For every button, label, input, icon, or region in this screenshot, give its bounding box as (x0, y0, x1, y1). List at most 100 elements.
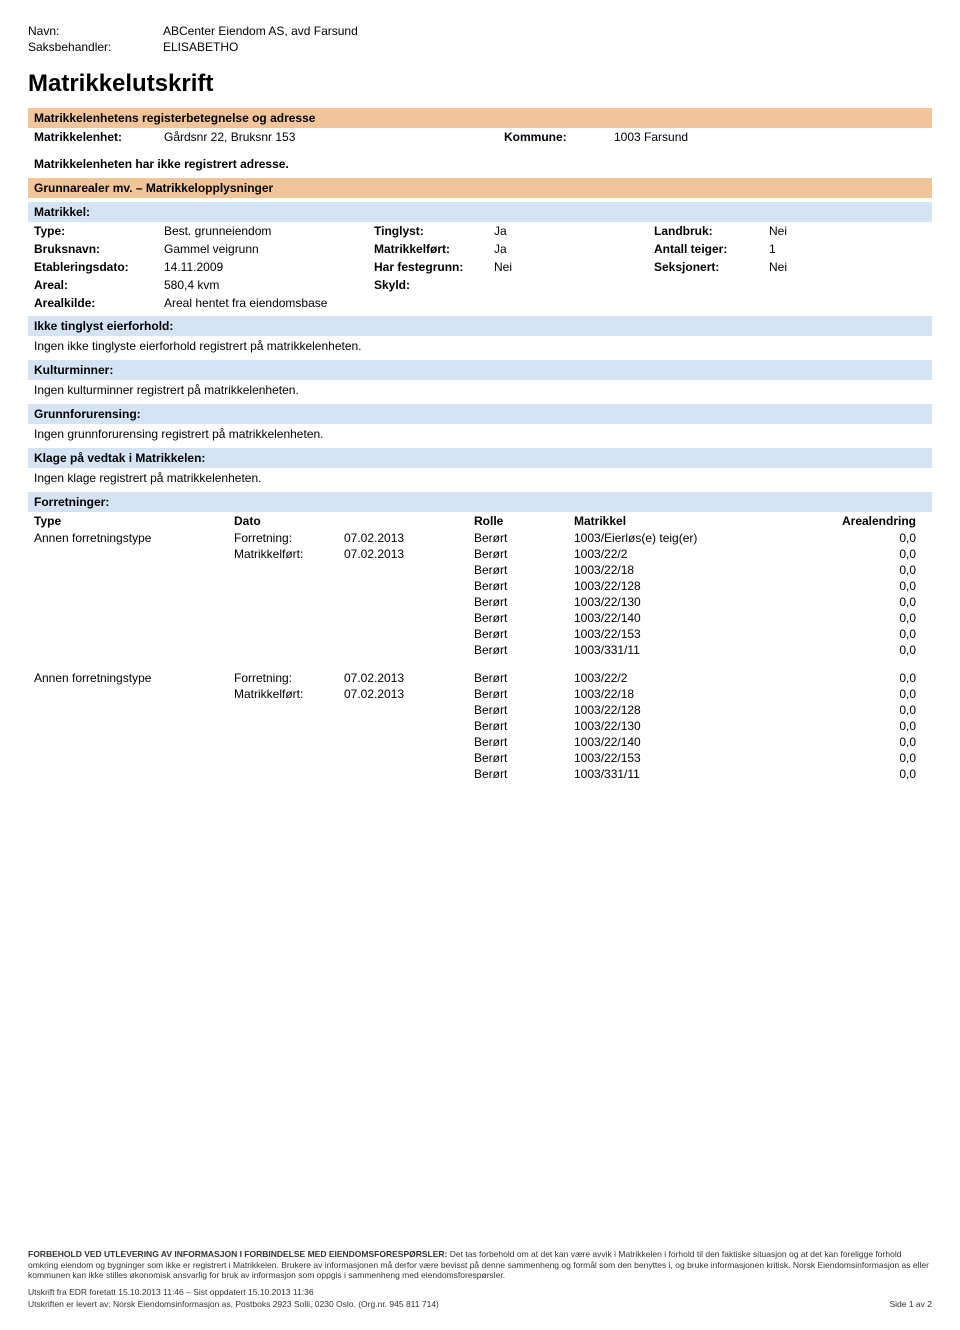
band-grunnarealer: Grunnarealer mv. – Matrikkelopplysninger (28, 178, 932, 198)
grunn-val: Best. grunneiendom (164, 224, 374, 238)
cell-dato-value: 07.02.2013 (344, 531, 404, 545)
section-title: Grunnforurensing: (28, 404, 932, 424)
cell-rolle: Berørt (474, 643, 574, 657)
grunn-val: Gammel veigrunn (164, 242, 374, 256)
col-areal: Arealendring (804, 514, 926, 528)
cell-dato-label: Forretning: (234, 671, 344, 685)
grunn-lbl: Landbruk: (654, 224, 769, 238)
grunn-lbl: Bruksnavn: (34, 242, 164, 256)
footer-meta2: Utskriften er levert av: Norsk Eiendomsi… (28, 1299, 439, 1310)
grunn-lbl (654, 296, 769, 310)
table-row: Berørt1003/22/1530,0 (28, 750, 932, 766)
grunn-lbl: Arealkilde: (34, 296, 164, 310)
sections-container: Ikke tinglyst eierforhold:Ingen ikke tin… (28, 316, 932, 488)
grunn-val (494, 296, 654, 310)
cell-rolle: Berørt (474, 595, 574, 609)
section-title: Klage på vedtak i Matrikkelen: (28, 448, 932, 468)
no-address-text: Matrikkelenheten har ikke registrert adr… (28, 154, 932, 174)
section-title: Kulturminner: (28, 360, 932, 380)
table-row: Berørt1003/22/1280,0 (28, 702, 932, 718)
section-body: Ingen kulturminner registrert på matrikk… (28, 380, 932, 400)
kommune-value: 1003 Farsund (614, 130, 926, 144)
grunn-row: Type:Best. grunneiendomTinglyst:JaLandbr… (28, 222, 932, 240)
cell-type (34, 563, 234, 577)
cell-rolle: Berørt (474, 751, 574, 765)
cell-dato-label (234, 719, 344, 733)
navn-value: ABCenter Eiendom AS, avd Farsund (163, 24, 358, 38)
table-row: Berørt1003/331/110,0 (28, 766, 932, 782)
cell-type: Annen forretningstype (34, 671, 234, 685)
cell-rolle: Berørt (474, 563, 574, 577)
section-body: Ingen grunnforurensing registrert på mat… (28, 424, 932, 444)
cell-areal: 0,0 (804, 703, 926, 717)
footer-meta1-row: Utskrift fra EDR foretatt 15.10.2013 11:… (28, 1287, 932, 1298)
cell-rolle: Berørt (474, 547, 574, 561)
section-body: Ingen klage registrert på matrikkelenhet… (28, 468, 932, 488)
cell-rolle: Berørt (474, 671, 574, 685)
cell-matrikkel: 1003/22/140 (574, 611, 804, 625)
footer-page: Side 1 av 2 (889, 1299, 932, 1310)
table-row: Berørt1003/22/1300,0 (28, 594, 932, 610)
col-matrikkel: Matrikkel (574, 514, 804, 528)
cell-type (34, 703, 234, 717)
grunn-val (494, 278, 654, 292)
cell-areal: 0,0 (804, 735, 926, 749)
grunn-val: Ja (494, 242, 654, 256)
band-matrikkel: Matrikkel: (28, 202, 932, 222)
navn-label: Navn: (28, 24, 163, 38)
cell-matrikkel: 1003/22/18 (574, 563, 804, 577)
disclaimer: FORBEHOLD VED UTLEVERING AV INFORMASJON … (28, 1249, 932, 1281)
grunn-row: Arealkilde:Areal hentet fra eiendomsbase (28, 294, 932, 312)
cell-areal: 0,0 (804, 687, 926, 701)
cell-matrikkel: 1003/22/140 (574, 735, 804, 749)
cell-dato-label: Matrikkelført: (234, 547, 344, 561)
group-spacer (28, 658, 932, 670)
cell-areal: 0,0 (804, 579, 926, 593)
col-type: Type (34, 514, 234, 528)
cell-dato-label (234, 611, 344, 625)
cell-type (34, 767, 234, 781)
cell-rolle: Berørt (474, 627, 574, 641)
page-title: Matrikkelutskrift (28, 70, 932, 98)
grunn-lbl: Tinglyst: (374, 224, 494, 238)
grunn-row: Etableringsdato:14.11.2009Har festegrunn… (28, 258, 932, 276)
cell-matrikkel: 1003/331/11 (574, 767, 804, 781)
cell-type (34, 687, 234, 701)
cell-type (34, 547, 234, 561)
grunn-val: Nei (769, 224, 926, 238)
grunn-val (769, 296, 926, 310)
cell-areal: 0,0 (804, 627, 926, 641)
cell-areal: 0,0 (804, 547, 926, 561)
grunn-val: 14.11.2009 (164, 260, 374, 274)
cell-areal: 0,0 (804, 531, 926, 545)
cell-type (34, 643, 234, 657)
cell-matrikkel: 1003/331/11 (574, 643, 804, 657)
saks-label: Saksbehandler: (28, 40, 163, 54)
cell-matrikkel: 1003/22/2 (574, 547, 804, 561)
grunn-lbl (374, 296, 494, 310)
table-row: Annen forretningstypeForretning:07.02.20… (28, 530, 932, 546)
grunn-lbl: Type: (34, 224, 164, 238)
grunn-val: Ja (494, 224, 654, 238)
cell-rolle: Berørt (474, 579, 574, 593)
kommune-label: Kommune: (504, 130, 614, 144)
grunn-val: 580,4 kvm (164, 278, 374, 292)
cell-matrikkel: 1003/22/128 (574, 703, 804, 717)
cell-type: Annen forretningstype (34, 531, 234, 545)
footer-meta1: Utskrift fra EDR foretatt 15.10.2013 11:… (28, 1287, 314, 1298)
table-row: Berørt1003/22/1300,0 (28, 718, 932, 734)
footer-meta2-row: Utskriften er levert av: Norsk Eiendomsi… (28, 1299, 932, 1310)
enhet-value: Gårdsnr 22, Bruksnr 153 (164, 130, 504, 144)
grunn-lbl: Areal: (34, 278, 164, 292)
table-row: Berørt1003/22/1530,0 (28, 626, 932, 642)
cell-dato-value: 07.02.2013 (344, 547, 404, 561)
grunn-row: Areal:580,4 kvmSkyld: (28, 276, 932, 294)
saks-value: ELISABETHO (163, 40, 238, 54)
table-row: Matrikkelført:07.02.2013Berørt1003/22/18… (28, 686, 932, 702)
grunn-lbl: Skyld: (374, 278, 494, 292)
cell-dato-label (234, 579, 344, 593)
cell-dato-label (234, 767, 344, 781)
grunn-lbl: Etableringsdato: (34, 260, 164, 274)
cell-dato-label: Forretning: (234, 531, 344, 545)
cell-matrikkel: 1003/22/18 (574, 687, 804, 701)
